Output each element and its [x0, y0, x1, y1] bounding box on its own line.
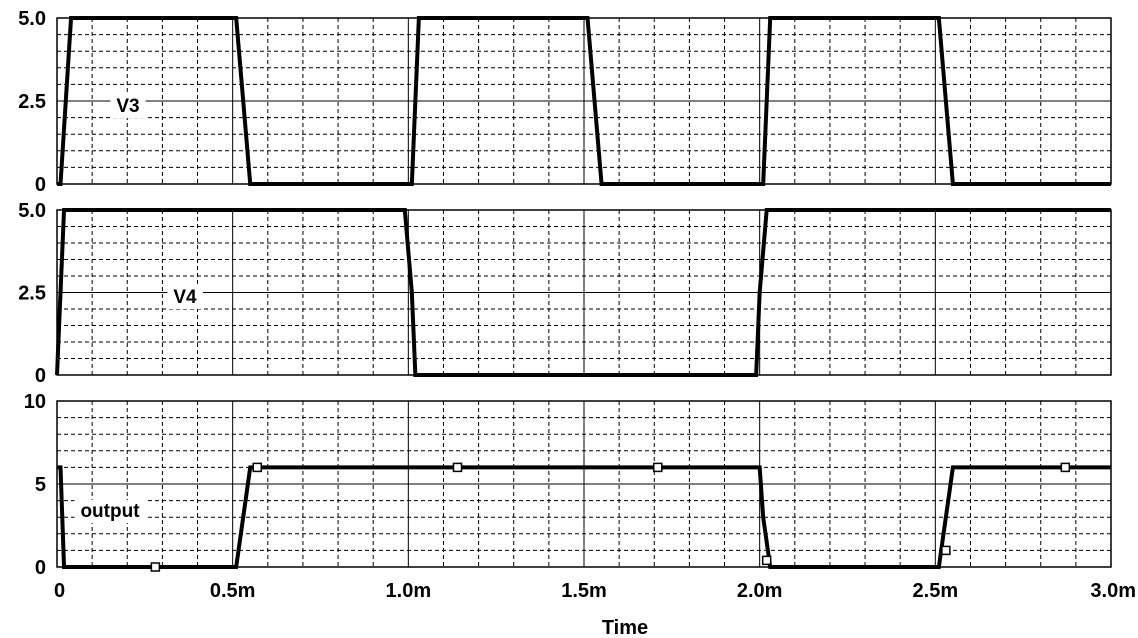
- y-tick-label: 0: [35, 557, 46, 579]
- x-tick-label: 0.5m: [210, 580, 256, 602]
- panel-2: 5.0 2.5 0 V4: [18, 200, 1112, 387]
- y-tick-label: 5.0: [18, 8, 46, 30]
- panel-3: 10 5 0 output: [24, 391, 1112, 579]
- trace-marker: [761, 555, 772, 566]
- plot-frame: [56, 400, 1112, 568]
- trace-V4: [55, 208, 1111, 377]
- y-tick-label: 0: [35, 174, 46, 196]
- trace-label-V4: V4: [173, 287, 197, 308]
- y-tick-label: 2.5: [18, 91, 46, 113]
- x-tick-label: 0: [54, 580, 65, 602]
- x-tick-label: 2.5m: [913, 580, 959, 602]
- x-tick-label: 3.0m: [1090, 580, 1136, 602]
- x-tick-label: 1.5m: [561, 580, 607, 602]
- trace-marker: [653, 462, 663, 473]
- trace-label-bg: [74, 500, 147, 523]
- trace-marker: [941, 545, 951, 556]
- trace-output: [57, 465, 1111, 569]
- x-tick-label: 1.0m: [386, 580, 432, 602]
- trace-label-V3: V3: [116, 96, 139, 117]
- x-tick-label: 2.0m: [737, 580, 783, 602]
- trace-label-bg: [110, 95, 146, 118]
- trace-marker: [1060, 462, 1071, 473]
- trace-marker: [452, 462, 463, 473]
- x-axis-title: Time: [602, 617, 648, 638]
- trace-label-output: output: [80, 501, 140, 522]
- trace-marker: [252, 462, 263, 473]
- y-tick-label: 0: [35, 365, 46, 387]
- y-tick-label: 2.5: [18, 283, 46, 305]
- y-tick-label: 5: [35, 474, 46, 496]
- trace-V3: [57, 16, 1111, 186]
- trace-marker: [150, 562, 161, 572]
- panel-1: 5.0 2.5 0 V3: [18, 8, 1112, 196]
- y-tick-label: 5.0: [18, 200, 46, 222]
- trace-label-bg: [167, 286, 204, 309]
- y-tick-label: 10: [24, 391, 46, 413]
